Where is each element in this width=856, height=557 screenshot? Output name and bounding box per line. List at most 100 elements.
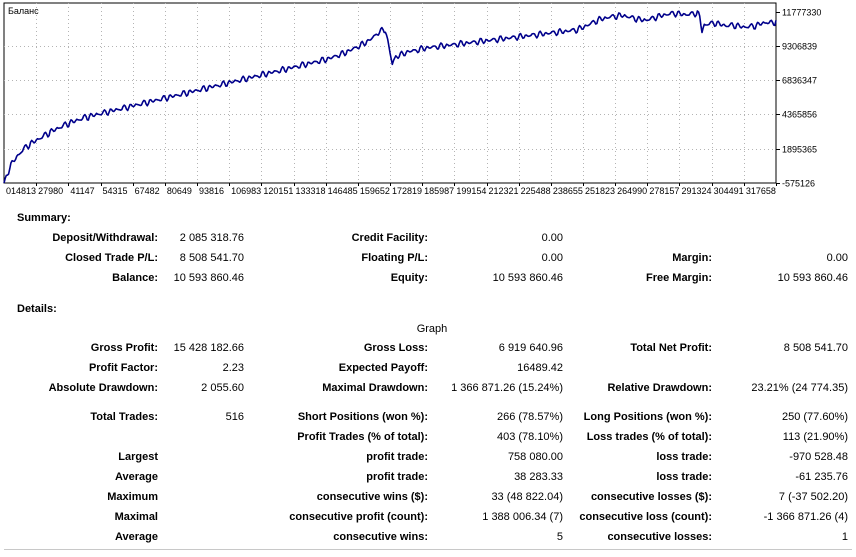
graph-link[interactable]: Graph: [416, 323, 448, 335]
details-label-2: Short Positions (won %):: [297, 411, 428, 423]
details-heading: Details:: [17, 303, 57, 315]
summary-value-1: 2 085 318.76: [179, 232, 244, 244]
x-tick-label: 264990: [617, 186, 647, 196]
summary-value-2: 0.00: [541, 232, 563, 244]
details-value-3: -1 366 871.26 (4): [763, 511, 848, 523]
y-tick-label: 11777330: [782, 8, 821, 18]
y-tick-label: 9306839: [782, 42, 817, 52]
x-tick-label: 106983: [231, 186, 261, 196]
details-value-3: 250 (77.60%): [781, 411, 848, 423]
summary-value-2: 0.00: [541, 252, 563, 264]
details-value-3: 8 508 541.70: [783, 342, 848, 354]
y-tick-label: 1895365: [782, 145, 817, 155]
details-label-3: Long Positions (won %):: [583, 411, 712, 423]
bottom-divider: [4, 549, 852, 550]
balance-line: [3, 10, 777, 184]
summary-label-1: Balance:: [112, 272, 158, 284]
x-tick-label: 27980: [38, 186, 63, 196]
details-label-2: Profit Trades (% of total):: [297, 431, 428, 443]
x-tick-label: 238655: [553, 186, 583, 196]
details-label-2: consecutive wins ($):: [316, 491, 428, 503]
details-label-3: loss trade:: [656, 451, 712, 463]
details-label-2: consecutive profit (count):: [289, 511, 428, 523]
x-tick-label: 317658: [746, 186, 776, 196]
details-label-2: profit trade:: [366, 451, 428, 463]
summary-label-3: Margin:: [672, 252, 712, 264]
details-label-1: Average: [114, 531, 158, 543]
x-tick-label: 159652: [360, 186, 390, 196]
y-tick-label: -575126: [782, 179, 815, 189]
x-tick-label: 172819: [392, 186, 422, 196]
details-label-2: consecutive wins:: [333, 531, 428, 543]
details-value-1: 2 055.60: [201, 382, 244, 394]
summary-value-1: 8 508 541.70: [179, 252, 244, 264]
details-value-2: 1 366 871.26 (15.24%): [451, 382, 563, 394]
x-tick-label: 291324: [682, 186, 712, 196]
details-value-2: 403 (78.10%): [496, 431, 563, 443]
summary-value-3: 10 593 860.46: [777, 272, 848, 284]
x-tick-label: 54315: [103, 186, 128, 196]
details-value-2: 758 080.00: [507, 451, 563, 463]
chart-frame: [3, 2, 777, 184]
x-tick-label: 304491: [714, 186, 744, 196]
details-value-3: 23.21% (24 774.35): [751, 382, 848, 394]
x-tick-label: 251823: [585, 186, 615, 196]
details-value-3: -970 528.48: [789, 451, 848, 463]
details-label-2: profit trade:: [366, 471, 428, 483]
summary-label-2: Equity:: [390, 272, 428, 284]
x-tick-label: 014813: [6, 186, 36, 196]
summary-value-1: 10 593 860.46: [173, 272, 244, 284]
summary-label-1: Closed Trade P/L:: [65, 252, 158, 264]
details-label-3: Relative Drawdown:: [607, 382, 712, 394]
details-label-3: consecutive loss (count):: [579, 511, 712, 523]
summary-heading: Summary:: [17, 212, 71, 224]
x-tick-label: 225488: [521, 186, 551, 196]
details-value-1: 516: [225, 411, 244, 423]
details-label-1: Largest: [118, 451, 158, 463]
x-tick-label: 80649: [167, 186, 192, 196]
x-tick-label: 278157: [649, 186, 679, 196]
details-label-3: loss trade:: [656, 471, 712, 483]
x-tick-label: 199154: [456, 186, 486, 196]
chart-title: Баланс: [8, 6, 39, 16]
details-value-3: 1: [841, 531, 848, 543]
details-value-2: 6 919 640.96: [498, 342, 563, 354]
details-label-2: Expected Payoff:: [338, 362, 428, 374]
x-tick-label: 212321: [489, 186, 519, 196]
details-label-1: Gross Profit:: [90, 342, 158, 354]
details-label-3: consecutive losses ($):: [590, 491, 712, 503]
x-tick-label: 41147: [70, 186, 94, 196]
x-tick-label: 146485: [328, 186, 358, 196]
details-label-1: Absolute Drawdown:: [48, 382, 158, 394]
details-label-2: Maximal Drawdown:: [322, 382, 428, 394]
details-value-2: 38 283.33: [514, 471, 563, 483]
x-tick-label: 185987: [424, 186, 454, 196]
details-value-1: 15 428 182.66: [173, 342, 244, 354]
details-value-3: -61 235.76: [795, 471, 848, 483]
summary-value-3: 0.00: [826, 252, 848, 264]
details-value-3: 7 (-37 502.20): [778, 491, 848, 503]
details-label-1: Maximum: [107, 491, 158, 503]
summary-label-2: Floating P/L:: [361, 252, 428, 264]
details-label-1: Profit Factor:: [88, 362, 158, 374]
details-value-2: 266 (78.57%): [496, 411, 563, 423]
x-tick-label: 120151: [263, 186, 293, 196]
details-label-1: Maximal: [114, 511, 158, 523]
summary-value-2: 10 593 860.46: [492, 272, 563, 284]
details-value-2: 5: [556, 531, 563, 543]
details-value-1: 2.23: [222, 362, 244, 374]
details-value-3: 113 (21.90%): [782, 431, 848, 443]
details-label-3: Total Net Profit:: [630, 342, 712, 354]
details-label-1: Average: [114, 471, 158, 483]
y-tick-label: 6836347: [782, 76, 817, 86]
summary-label-2: Credit Facility:: [351, 232, 428, 244]
details-value-2: 1 388 006.34 (7): [482, 511, 563, 523]
balance-chart-svg: 11777330 9306839 6836347 4365856 1895365 -575…: [3, 2, 821, 196]
details-value-2: 33 (48 822.04): [491, 491, 563, 503]
x-tick-label: 133318: [296, 186, 326, 196]
x-tick-label: 67482: [135, 186, 160, 196]
details-label-1: Total Trades:: [90, 411, 158, 423]
summary-label-1: Deposit/Withdrawal:: [52, 232, 158, 244]
summary-label-3: Free Margin:: [645, 272, 712, 284]
y-tick-label: 4365856: [782, 110, 817, 120]
